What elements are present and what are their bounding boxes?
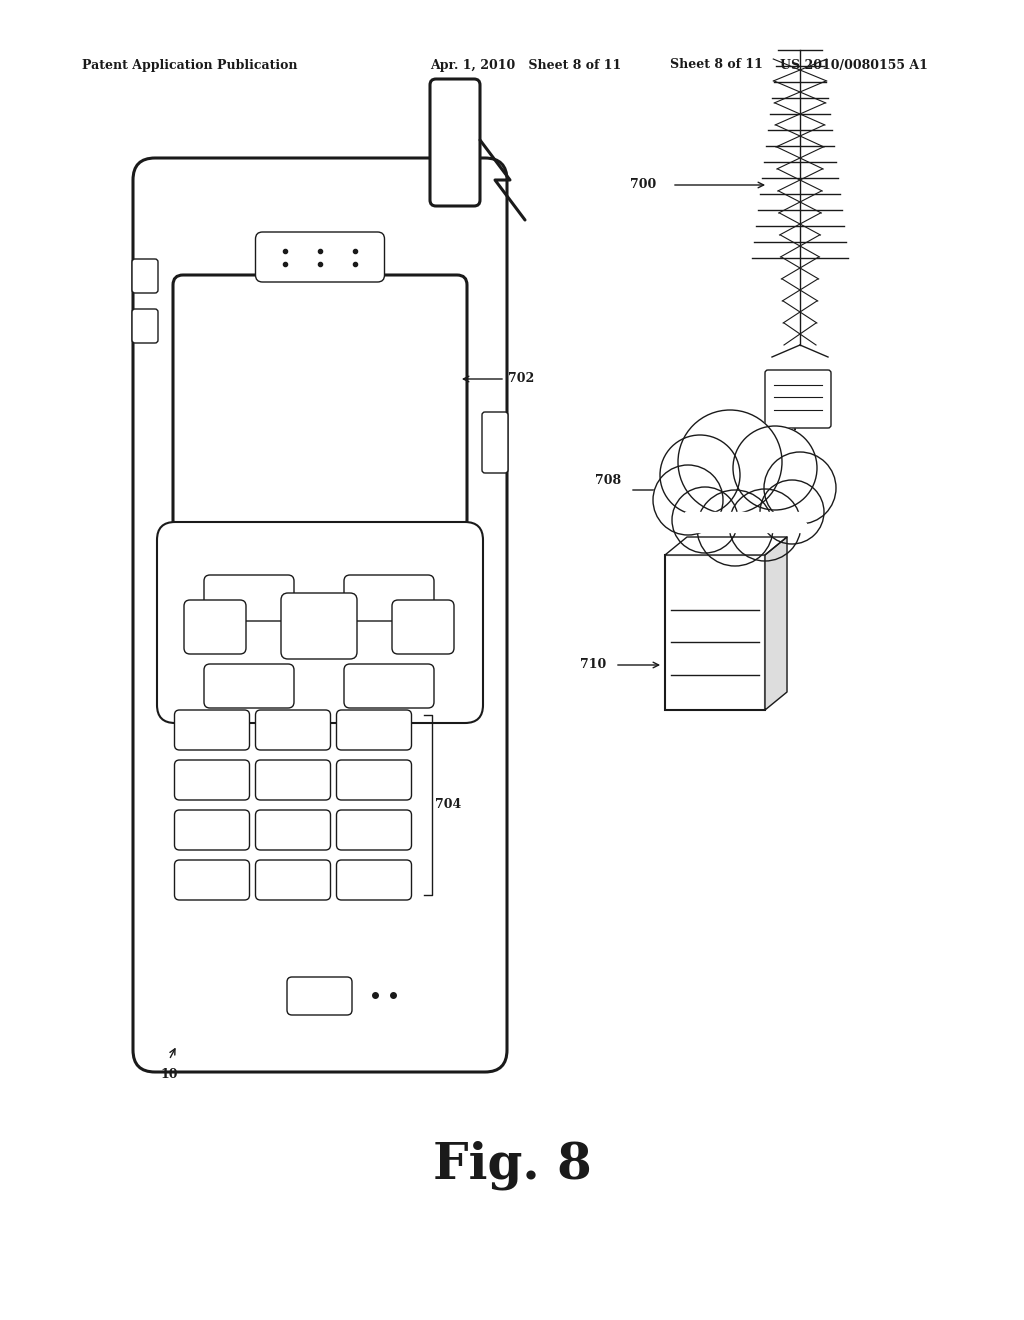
Circle shape <box>697 490 773 566</box>
FancyBboxPatch shape <box>337 710 412 750</box>
FancyBboxPatch shape <box>204 664 294 708</box>
FancyBboxPatch shape <box>133 158 507 1072</box>
Text: Sheet 8 of 11: Sheet 8 of 11 <box>670 58 763 71</box>
FancyBboxPatch shape <box>430 79 480 206</box>
Text: 10: 10 <box>160 1068 177 1081</box>
FancyBboxPatch shape <box>174 861 250 900</box>
FancyBboxPatch shape <box>184 601 246 653</box>
Circle shape <box>764 451 836 524</box>
Circle shape <box>672 487 738 553</box>
Text: 700: 700 <box>630 178 656 191</box>
Circle shape <box>729 488 801 561</box>
FancyBboxPatch shape <box>132 259 158 293</box>
Polygon shape <box>665 537 787 554</box>
Text: US 2010/0080155 A1: US 2010/0080155 A1 <box>780 58 928 71</box>
FancyBboxPatch shape <box>392 601 454 653</box>
Text: Fig. 8: Fig. 8 <box>432 1140 592 1189</box>
Text: Apr. 1, 2010   Sheet 8 of 11: Apr. 1, 2010 Sheet 8 of 11 <box>430 58 622 71</box>
FancyBboxPatch shape <box>765 370 831 428</box>
FancyBboxPatch shape <box>344 576 434 620</box>
FancyBboxPatch shape <box>256 232 384 282</box>
FancyBboxPatch shape <box>204 576 294 620</box>
Text: Patent Application Publication: Patent Application Publication <box>82 58 298 71</box>
Bar <box>665 554 765 710</box>
Text: 708: 708 <box>595 474 622 487</box>
FancyBboxPatch shape <box>256 861 331 900</box>
Text: 702: 702 <box>508 372 535 385</box>
Circle shape <box>660 436 740 515</box>
FancyBboxPatch shape <box>256 760 331 800</box>
FancyBboxPatch shape <box>132 309 158 343</box>
FancyBboxPatch shape <box>337 760 412 800</box>
FancyBboxPatch shape <box>174 810 250 850</box>
FancyBboxPatch shape <box>157 521 483 723</box>
FancyBboxPatch shape <box>174 760 250 800</box>
FancyBboxPatch shape <box>256 710 331 750</box>
FancyBboxPatch shape <box>337 810 412 850</box>
Circle shape <box>733 426 817 510</box>
FancyBboxPatch shape <box>344 664 434 708</box>
FancyBboxPatch shape <box>287 977 352 1015</box>
Circle shape <box>653 465 723 535</box>
FancyBboxPatch shape <box>281 593 357 659</box>
FancyBboxPatch shape <box>482 412 508 473</box>
Circle shape <box>678 411 782 513</box>
Bar <box>685 512 805 532</box>
Polygon shape <box>765 537 787 710</box>
FancyBboxPatch shape <box>256 810 331 850</box>
FancyBboxPatch shape <box>173 275 467 531</box>
Text: 704: 704 <box>435 799 462 812</box>
Text: 710: 710 <box>580 659 606 672</box>
FancyBboxPatch shape <box>337 861 412 900</box>
FancyBboxPatch shape <box>174 710 250 750</box>
Circle shape <box>760 480 824 544</box>
